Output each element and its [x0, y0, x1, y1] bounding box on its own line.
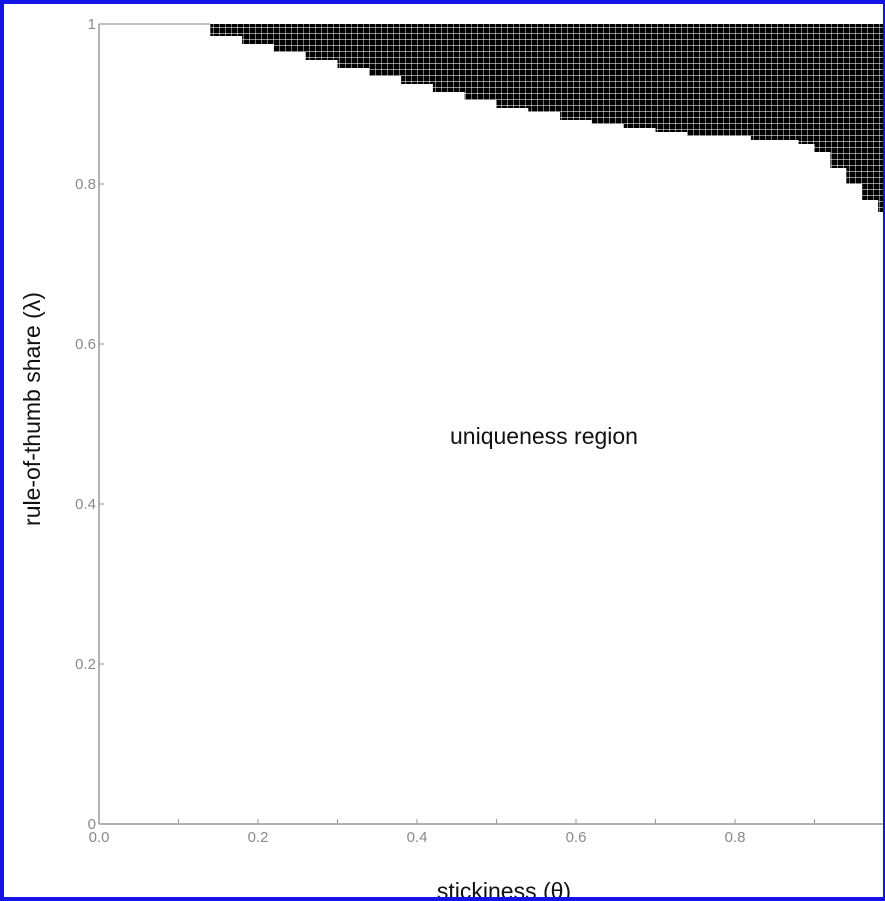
- y-tick-label: 0.6: [75, 336, 96, 353]
- x-tick-label: 0.0: [89, 829, 110, 846]
- region-annotation: uniqueness region: [450, 423, 638, 449]
- x-axis-title: stickiness (θ): [437, 878, 571, 901]
- y-tick-label: 0.4: [75, 496, 96, 513]
- axes: [98, 23, 883, 825]
- x-tick-label: 0.8: [725, 829, 746, 846]
- non-uniqueness-region: [210, 24, 883, 212]
- tick-labels: 0 0.2 0.4 0.6 0.8 1 0.0 0.2 0.4 0.6 0.8: [75, 16, 815, 846]
- x-tick-label: 0.6: [566, 829, 587, 846]
- y-axis-title: rule-of-thumb share (λ): [19, 292, 45, 526]
- chart-svg: 0 0.2 0.4 0.6 0.8 1 0.0 0.2 0.4 0.6 0.8 uniqueness…: [19, 16, 883, 901]
- y-tick-label: 0.2: [75, 656, 96, 673]
- y-tick-label: 0.8: [75, 176, 96, 193]
- x-tick-label: 0.4: [407, 829, 428, 846]
- y-tick-label: 0: [88, 816, 96, 833]
- region-texture: [210, 24, 883, 212]
- x-tick-label: 0.2: [248, 829, 269, 846]
- y-tick-label: 1: [88, 16, 96, 33]
